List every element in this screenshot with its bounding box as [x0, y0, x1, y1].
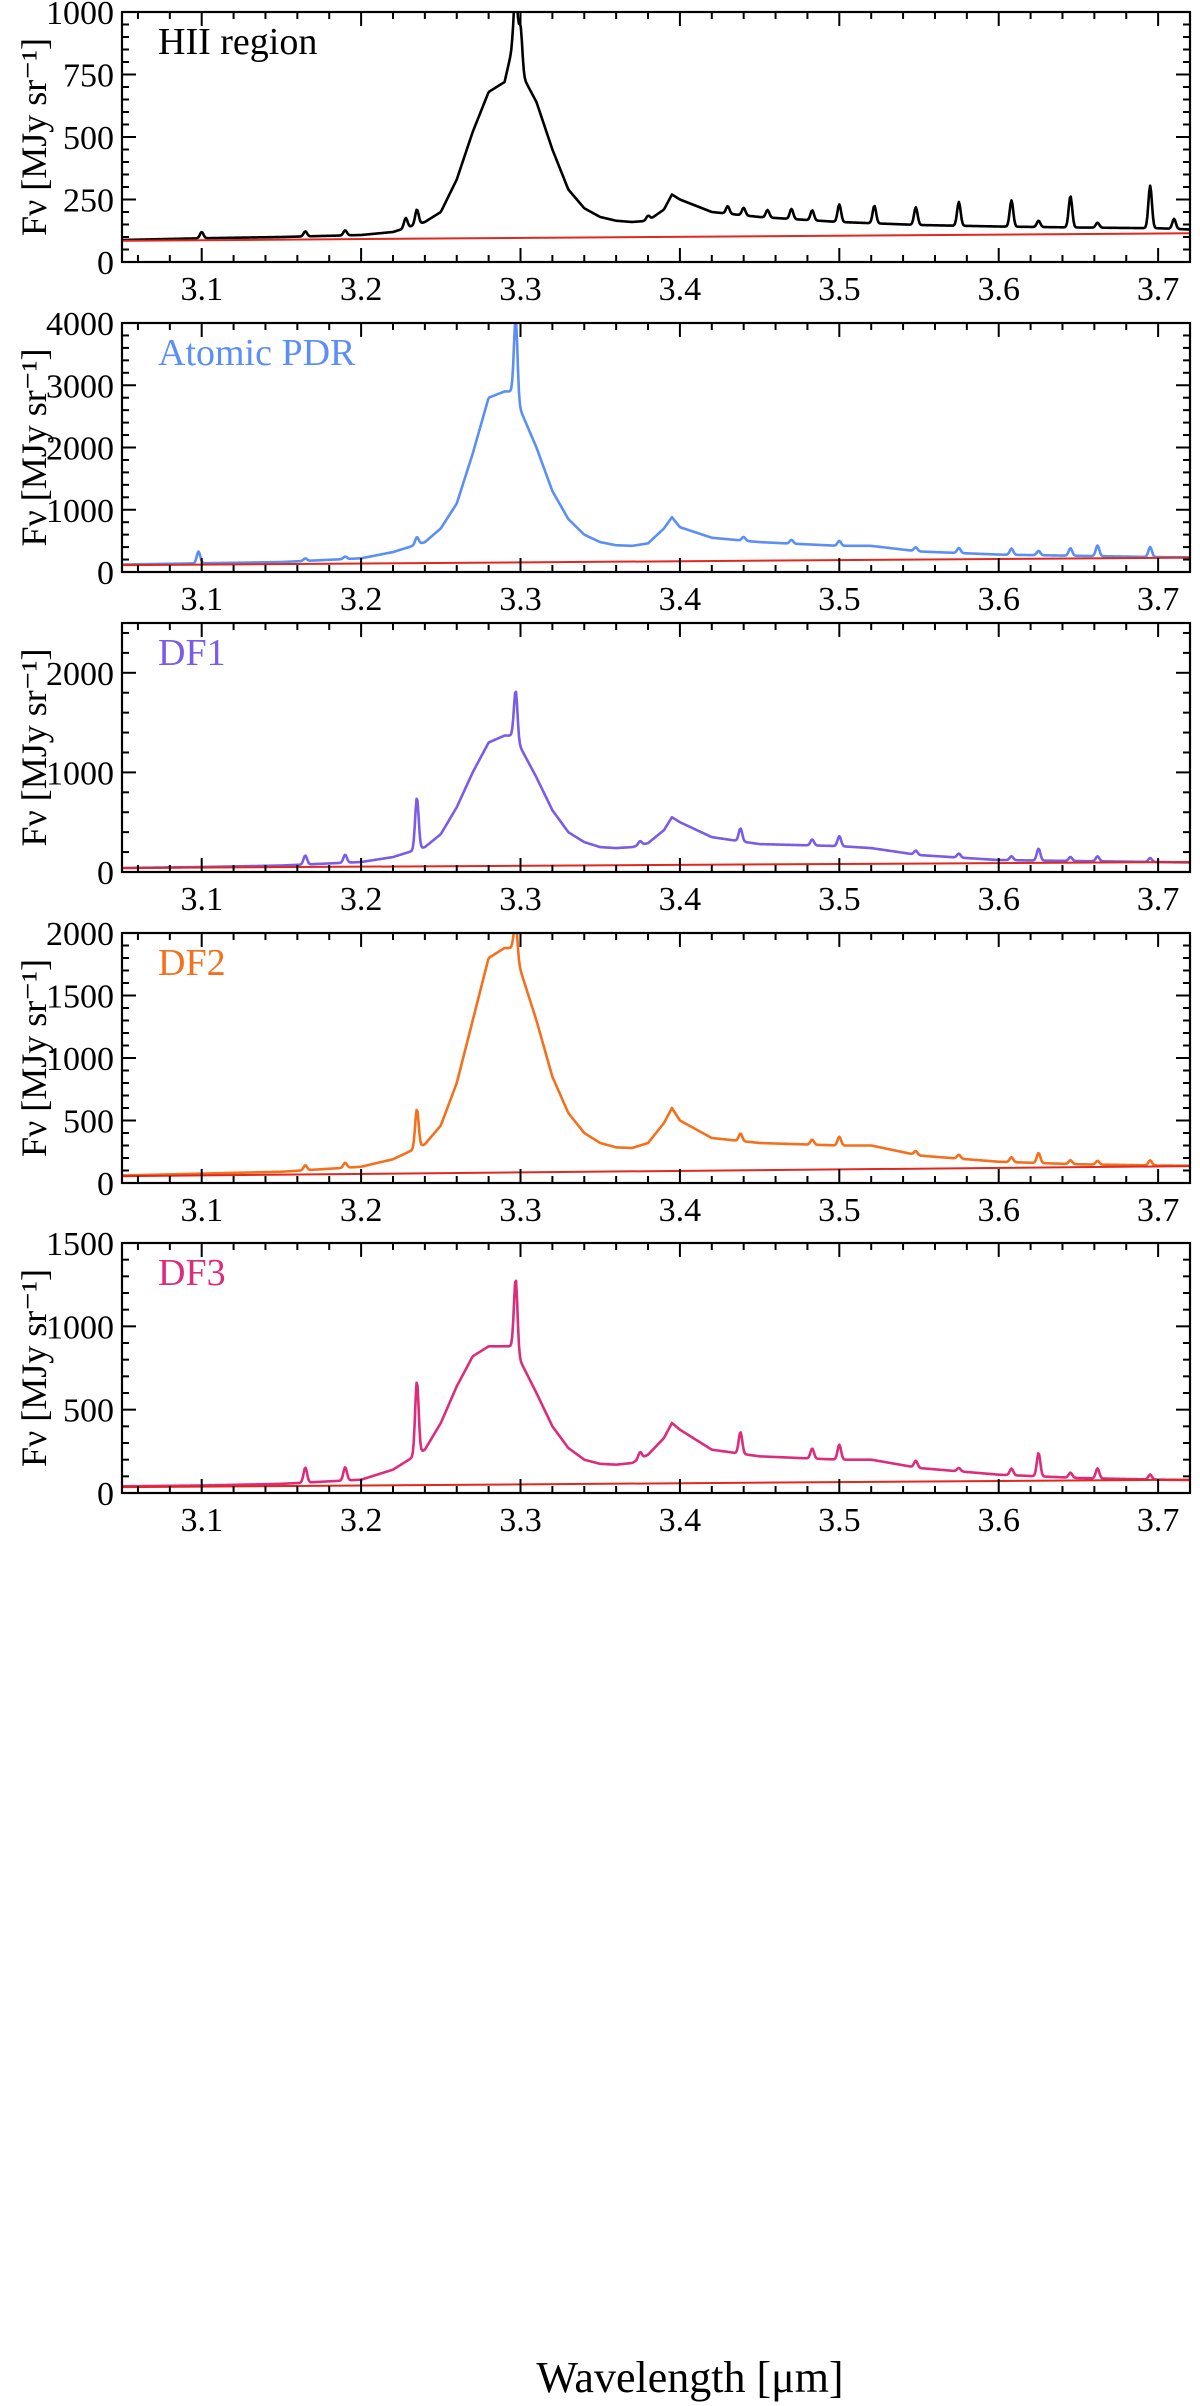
y-tick-label: 1000 — [46, 1041, 114, 1078]
spectrum-line — [122, 690, 1190, 870]
y-tick-label: 2000 — [46, 916, 114, 953]
spectrum-line — [122, 1279, 1190, 1488]
x-tick-label: 3.3 — [499, 1502, 542, 1539]
x-tick-label: 3.4 — [659, 581, 702, 618]
x-axis-label: Wavelength [μm] — [536, 2353, 843, 2402]
x-tick-label: 3.1 — [180, 271, 223, 308]
x-tick-label: 3.5 — [818, 271, 861, 308]
x-tick-label: 3.6 — [977, 271, 1020, 308]
continuum-line — [122, 1478, 1190, 1489]
x-tick-label: 3.6 — [977, 581, 1020, 618]
axes-frame — [120, 1241, 1192, 1495]
x-tick-label: 3.5 — [818, 581, 861, 618]
x-tick-label: 3.6 — [977, 1192, 1020, 1229]
x-tick-label: 3.5 — [818, 1192, 861, 1229]
x-tick-label: 3.1 — [180, 881, 223, 918]
y-tick-label: 750 — [63, 58, 114, 95]
panel-label: HII region — [158, 21, 317, 63]
y-tick-label: 0 — [97, 555, 114, 592]
panel-label: DF3 — [158, 1252, 226, 1294]
x-tick-label: 3.7 — [1137, 1502, 1180, 1539]
x-tick-label: 3.1 — [180, 1192, 223, 1229]
panel-label: Atomic PDR — [158, 332, 356, 374]
axes-frame — [120, 931, 1192, 1185]
y-axis-label: Fν [MJy sr⁻¹] — [14, 648, 54, 846]
y-tick-label: 500 — [63, 1393, 114, 1430]
axes-frame — [120, 621, 1192, 874]
y-axis-label: Fν [MJy sr⁻¹] — [14, 38, 54, 236]
x-tick-label: 3.4 — [659, 271, 702, 308]
y-tick-label: 2000 — [46, 656, 114, 693]
x-tick-label: 3.4 — [659, 1192, 702, 1229]
x-tick-label: 3.3 — [499, 881, 542, 918]
spectrum-line — [122, 933, 1190, 1177]
y-axis-label: Fν [MJy sr⁻¹] — [14, 959, 54, 1157]
x-tick-label: 3.7 — [1137, 881, 1180, 918]
y-tick-label: 0 — [97, 1166, 114, 1203]
panel-5: 3.1 3.2 3.3 3.4 3.5 3.6 3.7 0 500 1000 1500 DF3 Fν [… — [14, 1226, 1192, 1539]
x-tick-label: 3.3 — [499, 271, 542, 308]
y-tick-label: 2000 — [46, 431, 114, 468]
y-tick-label: 0 — [97, 855, 114, 892]
y-axis-label: Fν [MJy sr⁻¹] — [14, 1269, 54, 1467]
x-tick-label: 3.5 — [818, 1502, 861, 1539]
spectrum-line — [122, 323, 1190, 566]
x-tick-label: 3.4 — [659, 1502, 702, 1539]
x-tick-label: 3.2 — [340, 881, 383, 918]
y-tick-label: 3000 — [46, 368, 114, 405]
x-tick-label: 3.6 — [977, 1502, 1020, 1539]
continuum-line — [122, 1165, 1190, 1178]
panel-3: 3.1 3.2 3.3 3.4 3.5 3.6 3.7 0 1000 2000 DF1 Fν [MJy… — [14, 621, 1192, 918]
y-tick-label: 1000 — [46, 0, 114, 32]
y-tick-label: 1500 — [46, 1226, 114, 1263]
x-tick-label: 3.3 — [499, 1192, 542, 1229]
y-tick-label: 500 — [63, 120, 114, 157]
x-tick-label: 3.6 — [977, 881, 1020, 918]
x-tick-label: 3.4 — [659, 881, 702, 918]
continuum-line — [122, 232, 1190, 242]
panel-label: DF1 — [158, 632, 226, 674]
panel-2: 3.1 3.2 3.3 3.4 3.5 3.6 3.7 0 1000 2000 3000 4000 At… — [14, 306, 1192, 618]
x-tick-label: 3.1 — [180, 581, 223, 618]
x-tick-label: 3.7 — [1137, 271, 1180, 308]
spectrum-line — [122, 12, 1190, 242]
x-tick-label: 3.3 — [499, 581, 542, 618]
panel-1: 3.1 3.2 3.3 3.4 3.5 3.6 3.7 0 250 500 750 1000 HII r… — [14, 0, 1192, 308]
x-tick-label: 3.7 — [1137, 1192, 1180, 1229]
x-tick-label: 3.7 — [1137, 581, 1180, 618]
panel-4: 3.1 3.2 3.3 3.4 3.5 3.6 3.7 0 500 1000 1500 2000 DF2… — [14, 916, 1192, 1229]
panel-label: DF2 — [158, 942, 226, 984]
y-tick-label: 4000 — [46, 306, 114, 343]
continuum-line — [122, 556, 1190, 567]
y-tick-label: 1000 — [46, 1309, 114, 1346]
y-tick-label: 500 — [63, 1104, 114, 1141]
x-tick-label: 3.5 — [818, 881, 861, 918]
y-tick-label: 250 — [63, 183, 114, 220]
y-tick-label: 1000 — [46, 755, 114, 792]
y-tick-label: 0 — [97, 245, 114, 282]
y-tick-label: 1500 — [46, 979, 114, 1016]
y-tick-label: 0 — [97, 1476, 114, 1513]
y-axis-label: Fν [MJy sr⁻¹] — [14, 348, 54, 546]
continuum-line — [122, 861, 1190, 870]
x-tick-label: 3.2 — [340, 1502, 383, 1539]
x-tick-label: 3.2 — [340, 271, 383, 308]
x-tick-label: 3.2 — [340, 581, 383, 618]
x-tick-label: 3.1 — [180, 1502, 223, 1539]
y-tick-label: 1000 — [46, 493, 114, 530]
x-tick-label: 3.2 — [340, 1192, 383, 1229]
